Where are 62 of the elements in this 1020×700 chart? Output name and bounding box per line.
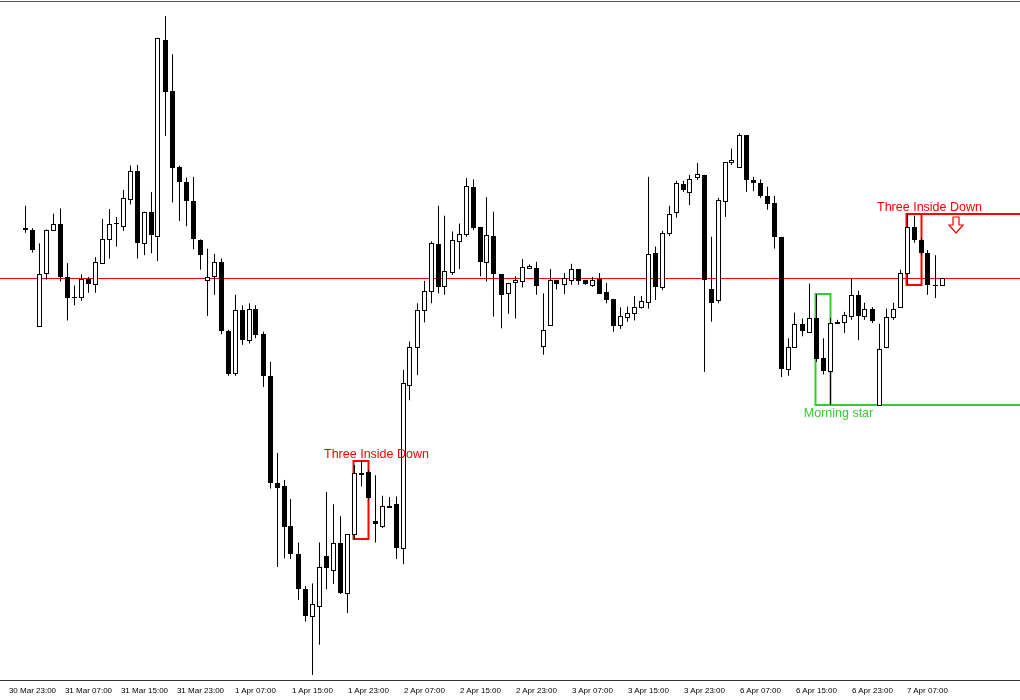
candlestick: [513, 275, 518, 319]
candlestick: [359, 460, 364, 488]
candlestick: [821, 337, 826, 375]
candlestick: [205, 248, 210, 317]
candlestick: [310, 582, 315, 676]
x-tick-label: 1 Apr 15:00: [292, 685, 334, 695]
x-tick-label: 2 Apr 15:00: [460, 685, 502, 695]
candlestick: [604, 282, 609, 304]
candlestick: [534, 261, 539, 296]
candlestick: [422, 280, 427, 323]
x-tick-label: 30 Mar 23:00: [8, 685, 57, 695]
x-tick-label: 1 Apr 23:00: [348, 685, 390, 695]
x-tick-label: 1 Apr 07:00: [235, 685, 277, 695]
x-tick-label: 3 Apr 23:00: [684, 685, 726, 695]
candlestick: [849, 277, 854, 321]
x-tick-label: 3 Apr 15:00: [628, 685, 670, 695]
candlestick: [765, 186, 770, 211]
candlestick: [100, 218, 105, 265]
x-tick-label: 7 Apr 07:00: [907, 685, 949, 695]
candlestick: [275, 452, 280, 568]
x-tick-label: 6 Apr 15:00: [796, 685, 838, 695]
x-tick-label: 2 Apr 07:00: [404, 685, 446, 695]
candlestick: [114, 216, 119, 248]
candlestick: [632, 295, 637, 321]
x-tick-label: 3 Apr 07:00: [572, 685, 614, 695]
candlestick: [65, 262, 70, 321]
x-tick-label: 2 Apr 23:00: [516, 685, 558, 695]
candlestick: [373, 474, 378, 544]
candlestick: [72, 285, 77, 306]
candlestick: [541, 292, 546, 356]
candlestick: [198, 238, 203, 271]
candlestick: [30, 227, 35, 254]
candlestick: [618, 306, 623, 330]
annotation: Three Inside Down: [877, 200, 982, 214]
candlestick: [93, 256, 98, 294]
candlestick: [23, 205, 28, 234]
candlestick: [933, 254, 938, 299]
candlestick: [79, 273, 84, 302]
x-tick-label: 31 Mar 23:00: [176, 685, 225, 695]
x-tick-label: 31 Mar 07:00: [64, 685, 113, 695]
candlestick: [667, 205, 672, 237]
candlestick: [758, 178, 763, 199]
candlestick: [324, 491, 329, 590]
candlestick: [457, 223, 462, 270]
candlestick: [842, 311, 847, 334]
candlestick: [709, 236, 714, 323]
candlestick: [912, 215, 917, 244]
candlestick: [184, 176, 189, 227]
x-tick-label: 6 Apr 23:00: [852, 685, 894, 695]
candlestick: [562, 272, 567, 295]
candlestick: [380, 495, 385, 529]
candlestick: [569, 263, 574, 286]
x-tick-label: 31 Mar 15:00: [120, 685, 169, 695]
candlestick: [499, 273, 504, 329]
candlestick: [807, 283, 812, 334]
candlestick: [506, 282, 511, 315]
candlestick: [212, 253, 217, 296]
candlestick: [520, 258, 525, 289]
x-tick-label: 6 Apr 07:00: [740, 685, 782, 695]
annotation: Morning star: [803, 406, 874, 420]
candlestick: [177, 165, 182, 222]
candlestick: [107, 208, 112, 260]
